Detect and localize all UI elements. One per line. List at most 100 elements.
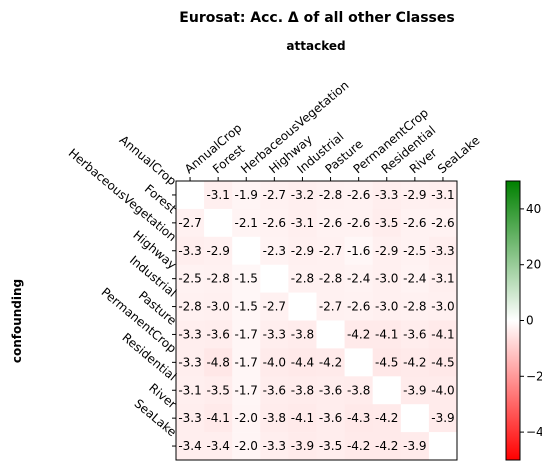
cell-value-label: -3.8 [347,383,370,397]
heatmap-cell [372,264,402,293]
heatmap-cell [232,264,261,293]
cell-value-label: -1.5 [235,300,258,314]
heatmap-cell [260,432,289,461]
cell-value-label: -2.8 [319,188,342,202]
cell-value-label: -2.7 [319,244,342,258]
cell-value-label: -4.3 [347,411,370,425]
colorbar-tick-label: −20 [526,369,542,383]
colorbar-tick-label: −40 [526,425,542,439]
heatmap-cell [344,264,373,293]
cell-value-label: -3.5 [319,439,342,453]
heatmap-cell [260,404,289,433]
cell-value-label: -3.1 [178,383,201,397]
heatmap-cell [288,404,317,433]
cell-value-label: -4.1 [431,327,454,341]
heatmap-cell [316,208,345,238]
heatmap-cell [400,376,430,405]
heatmap-cell [316,320,345,349]
heatmap-cell [288,264,317,293]
x-tick-label: SeaLake [435,133,483,176]
cell-value-label: -3.0 [375,272,398,286]
heatmap-cell [400,181,430,210]
cell-value-label: -3.3 [375,188,398,202]
cell-value-label: -2.3 [263,244,286,258]
heatmap-cell [232,181,261,210]
heatmap-cell [176,348,205,377]
cell-value-label: -3.3 [263,327,286,341]
heatmap-cell [232,432,261,461]
heatmap-cell [260,181,289,210]
heatmap-cell [428,348,458,377]
heatmap-cell [204,432,233,461]
heatmap-cell [400,292,430,321]
heatmap-cell [176,181,205,210]
cell-value-label: -3.4 [178,439,201,453]
cell-value-label: -3.4 [206,439,229,453]
heatmap-cell [428,320,458,349]
heatmap-cell [176,292,205,321]
cell-value-label: -2.6 [403,216,426,230]
heatmap-cell [260,236,289,265]
cell-value-label: -4.2 [375,439,398,453]
heatmap-cell [372,320,402,349]
heatmap-cell [232,404,261,433]
cell-value-label: -3.3 [178,244,201,258]
cell-value-label: -3.9 [403,439,426,453]
heatmap-cell [428,432,458,461]
heatmap-cell [372,404,402,433]
cell-value-label: -3.6 [403,327,426,341]
heatmap-cell [400,236,430,265]
heatmap-cell [344,236,373,265]
heatmap-cell [316,292,345,321]
cell-value-label: -4.1 [291,411,314,425]
cell-value-label: -4.0 [431,383,454,397]
colorbar [505,180,521,461]
heatmap-cell [400,208,430,238]
cell-value-label: -2.5 [403,244,426,258]
heatmap-cell [176,320,205,349]
heatmap-cell [316,348,345,377]
cell-value-label: -2.6 [347,188,370,202]
cell-value-label: -3.0 [375,300,398,314]
y-tick-label: AnnualCrop [117,133,179,189]
heatmap-cell [204,320,233,349]
heatmap-cell [232,292,261,321]
cell-value-label: -3.2 [291,188,314,202]
cell-value-label: -3.0 [206,300,229,314]
cell-value-label: -4.2 [347,327,370,341]
heatmap-cell [428,292,458,321]
heatmap-cell [372,348,402,377]
cell-value-label: -2.7 [178,216,201,230]
y-axis-label: confounding [10,279,24,363]
cell-value-label: -2.4 [347,272,370,286]
cell-value-label: -3.3 [263,439,286,453]
heatmap-cell [260,376,289,405]
heatmap-cell [316,432,345,461]
cell-value-label: -3.9 [291,439,314,453]
cell-value-label: -2.8 [319,272,342,286]
cell-value-label: -3.6 [319,411,342,425]
heatmap-cell [260,320,289,349]
colorbar-tick-label: 20 [526,258,541,272]
heatmap-cell [204,376,233,405]
heatmap-cell [372,236,402,265]
y-tick-labels: AnnualCropForestHerbaceousVegetationHigh… [66,133,179,447]
cell-value-label: -3.3 [178,355,201,369]
heatmap-cell [344,376,373,405]
cell-value-label: -2.5 [178,272,201,286]
cell-value-label: -3.8 [291,327,314,341]
cell-value-label: -4.0 [263,355,286,369]
heatmap-cell [372,208,402,238]
cell-value-label: -4.8 [206,355,229,369]
cell-value-label: -2.8 [291,272,314,286]
cell-value-label: -3.8 [291,383,314,397]
cell-value-label: -3.1 [291,216,314,230]
heatmap-cell [372,376,402,405]
cell-value-label: -2.6 [347,300,370,314]
heatmap-cell [428,264,458,293]
heatmap-cell [204,348,233,377]
heatmap-cell [372,292,402,321]
cell-value-label: -2.9 [206,244,229,258]
x-tick-labels: AnnualCropForestHerbaceousVegetationHigh… [182,78,482,181]
